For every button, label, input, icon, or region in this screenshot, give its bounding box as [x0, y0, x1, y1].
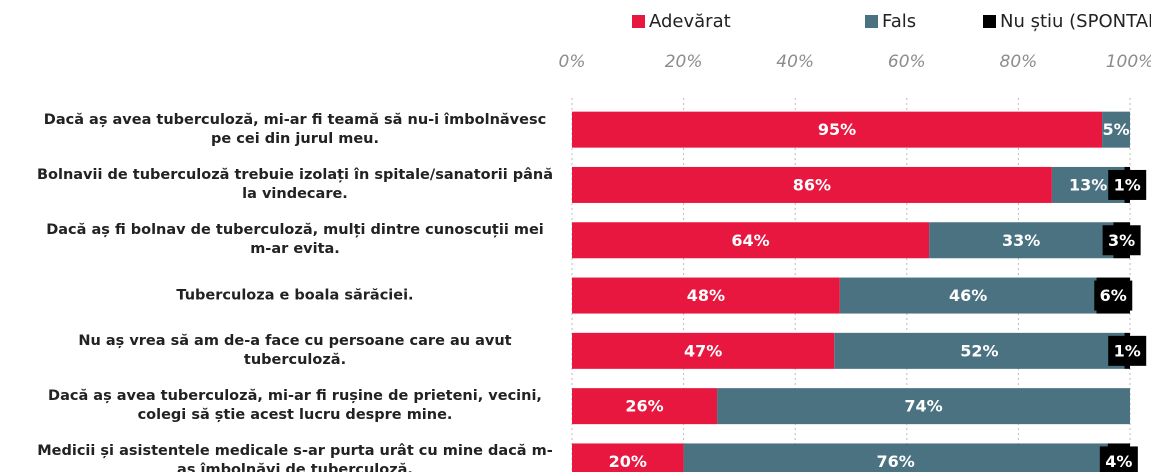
value-label: 5%	[1102, 120, 1129, 139]
value-label: 64%	[731, 231, 769, 250]
bar-segment	[572, 277, 840, 314]
bar-segment	[572, 332, 835, 369]
value-label: 95%	[818, 120, 856, 139]
legend-swatch	[632, 15, 645, 28]
label-bg	[1108, 169, 1147, 200]
category-label: Dacă aș fi bolnav de tuberculoză, mulți …	[46, 222, 544, 258]
value-label: 76%	[876, 452, 914, 471]
category-label: Dacă aș avea tuberculoză, mi-ar fi rușin…	[48, 388, 542, 424]
category-label: Bolnavii de tuberculoză trebuie izolați …	[36, 166, 554, 202]
legend-label: Adevărat	[649, 11, 731, 32]
label-bg	[1102, 225, 1141, 256]
value-label: 1%	[1114, 341, 1141, 360]
legend-swatch	[865, 15, 878, 28]
label-bg	[1099, 446, 1138, 472]
legend-swatch	[983, 15, 996, 28]
value-label: 1%	[1114, 175, 1141, 194]
bar-segment	[834, 332, 1125, 369]
bar-segment	[839, 277, 1097, 314]
bar-segment	[572, 443, 684, 472]
x-tick-label: 100%	[1106, 52, 1151, 72]
bar-segment	[572, 388, 718, 425]
legend-label: Nu știu (SPONTAN)	[1000, 11, 1151, 32]
legend-label: Fals	[882, 11, 916, 32]
value-label: 13%	[1069, 175, 1107, 194]
bar-segment	[572, 166, 1052, 203]
value-label: 4%	[1105, 452, 1132, 471]
category-label: Medicii și asistentele medicale s-ar pur…	[37, 443, 553, 472]
value-label: 52%	[960, 341, 998, 360]
value-label: 48%	[687, 286, 725, 305]
category-label: Dacă aș avea tuberculoză, mi-ar fi teamă…	[43, 111, 547, 147]
bar-segment	[683, 443, 1108, 472]
bar-segment	[572, 111, 1103, 148]
value-label: 6%	[1100, 286, 1127, 305]
bar-segment	[572, 222, 930, 259]
x-tick-label: 40%	[776, 52, 814, 72]
bar-segment	[717, 388, 1130, 425]
x-tick-label: 60%	[888, 52, 926, 72]
value-label: 20%	[609, 452, 647, 471]
value-label: 26%	[625, 397, 663, 416]
label-bg	[1108, 335, 1147, 366]
value-label: 46%	[949, 286, 987, 305]
label-bg	[1094, 280, 1133, 311]
x-tick-label: 0%	[559, 52, 586, 72]
value-label: 74%	[904, 397, 942, 416]
bar-segment	[1102, 111, 1130, 148]
value-label: 47%	[684, 341, 722, 360]
value-label: 86%	[793, 175, 831, 194]
category-label: Tuberculoza e boala sărăciei.	[176, 287, 414, 304]
bar-segment	[929, 222, 1114, 259]
value-label: 33%	[1002, 231, 1040, 250]
x-tick-label: 80%	[1000, 52, 1038, 72]
value-label: 3%	[1108, 231, 1135, 250]
category-label: Nu aș vrea să am de-a face cu persoane c…	[78, 332, 512, 368]
x-tick-label: 20%	[665, 52, 703, 72]
